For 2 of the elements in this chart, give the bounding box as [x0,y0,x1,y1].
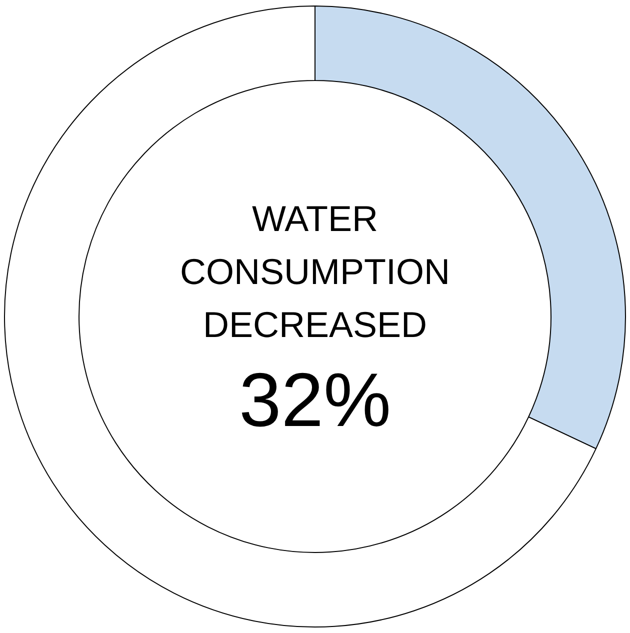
text: 32% [238,358,392,443]
text: WATER CONSUMPTION DECREASED [180,198,450,345]
